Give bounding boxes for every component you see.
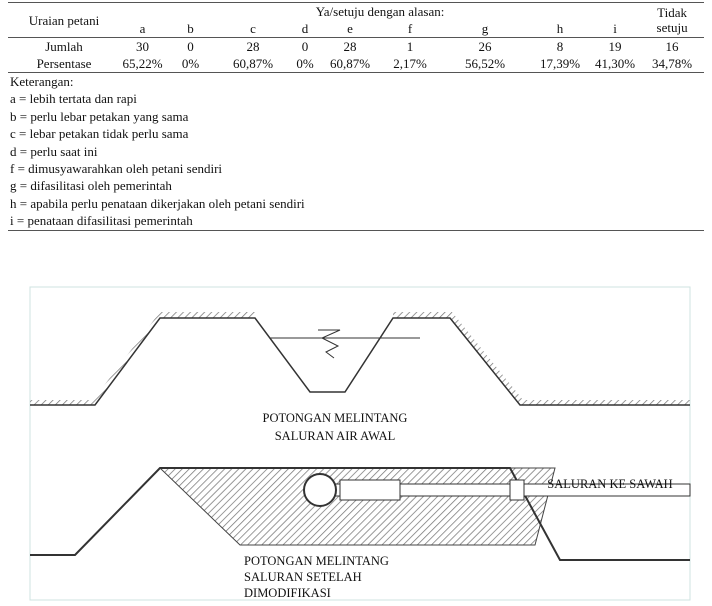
cell: 41,30% [590,55,641,73]
column-header: h [530,20,590,38]
label: SALURAN KE SAWAH [547,477,672,491]
pipe-inlet [303,473,337,507]
row-label: Jumlah [45,39,83,54]
cell: 16 [665,39,679,54]
frame [29,286,691,601]
cell: 19 [608,39,622,54]
row-label: Persentase [8,55,120,73]
cell: 1 [406,39,414,54]
note-row: b = perlu lebar petakan yang sama [8,108,704,125]
cell: 65,22% [120,55,165,73]
note: i = penataan difasilitasi pemerintah [8,212,705,231]
water-symbol [318,329,341,359]
column-header: e [320,20,380,38]
note-row: d = perlu saat ini [8,143,704,160]
cell: 30 [136,39,149,54]
note: f = dimusyawarahkan oleh petani sendiri [10,161,223,177]
note: a = lebih tertata dan rapi [10,91,137,107]
cell: 26 [478,39,492,54]
profile-top [30,317,690,406]
cell: 28 [246,39,260,54]
cell: 60,87% [320,55,380,73]
label: DIMODIFIKASI [244,586,331,600]
label: SALURAN SETELAH [244,570,362,584]
note: d = perlu saat ini [10,143,98,159]
cell: 0 [301,39,309,54]
cell: 28 [343,39,357,54]
column-header: c [216,20,290,38]
note-row: i = penataan difasilitasi pemerintah [8,212,705,231]
note-row: c = lebar petakan tidak perlu sama [8,125,704,142]
column-header: g [440,20,530,38]
column-header: f [380,20,440,38]
group-header: Ya/setuju dengan alasan: [120,2,641,20]
bank-left [30,312,255,405]
profile-bottom [30,467,690,561]
pipe-valve [509,479,525,501]
cell: 0% [290,55,320,73]
note-row: Keterangan: [8,73,704,91]
cell: 17,39% [530,55,590,73]
note-row: h = apabila perlu penataan dikerjakan ol… [8,195,704,212]
column-header: d [290,20,320,38]
note: Keterangan: [10,74,74,89]
cell: 0% [165,55,216,73]
column-header: a [120,20,165,38]
note-row: f = dimusyawarahkan oleh petani sendiri [8,160,704,177]
table-row: Persentase 65,22% 0% 60,87% 0% 60,87% 2,17% 56,… [8,55,705,73]
note-row: a = lebih tertata dan rapi [8,90,704,107]
bank-right [393,312,690,405]
cell: 0 [187,39,194,54]
column-header: b [165,20,216,38]
data-table: Uraian petani Ya/setuju dengan alasan: T… [8,2,705,231]
cell: 60,87% [216,55,290,73]
label: POTONGAN MELINTANG [244,554,389,568]
note: h = apabila perlu penataan dikerjakan ol… [10,195,305,211]
note: c = lebar petakan tidak perlu sama [10,126,189,142]
column-header: i [590,20,641,38]
cell: 56,52% [440,55,530,73]
last-header: Tidak setuju [640,2,705,38]
note: b = perlu lebar petakan yang sama [10,108,189,124]
note-row: g = difasilitasi oleh pemerintah [8,177,704,194]
label: POTONGAN MELINTANG [263,411,408,425]
label: SALURAN AIR AWAL [275,429,396,443]
cell: 8 [556,39,564,54]
cell: 2,17% [380,55,440,73]
note: g = difasilitasi oleh pemerintah [10,178,172,194]
table-row: Jumlah 30 0 28 0 28 1 26 8 19 16 [8,38,704,56]
pipe-joint [339,479,401,501]
row-header: Uraian petani [8,2,120,38]
cell: 34,78% [640,55,705,73]
